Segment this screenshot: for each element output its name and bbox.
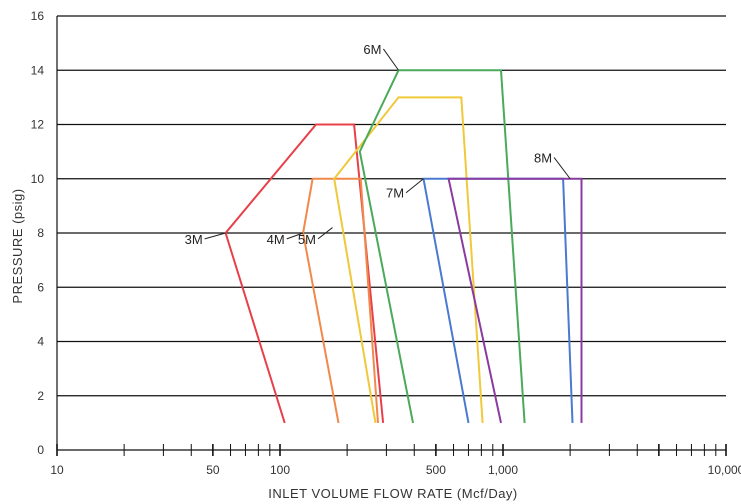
x-tick-label: 100 xyxy=(270,463,290,477)
annotation-leader xyxy=(317,227,333,240)
y-tick-label: 12 xyxy=(31,118,45,132)
x-tick-label: 500 xyxy=(426,463,446,477)
series-annotations: 3M 4M 5M 6M 7M 8M xyxy=(185,42,571,247)
grid-lines xyxy=(57,15,726,397)
series-label-8m: 8M xyxy=(534,150,552,165)
series-label-6m: 6M xyxy=(363,42,381,57)
x-tick-label: 1,000 xyxy=(488,463,518,477)
annotation-leader xyxy=(553,157,571,180)
series-line-7m xyxy=(422,177,574,424)
annotation-leader xyxy=(405,178,424,194)
x-axis-title: INLET VOLUME FLOW RATE (Mcf/Day) xyxy=(268,486,518,501)
series-label-3m: 3M xyxy=(185,232,203,247)
annotation-leader xyxy=(383,48,399,71)
series-label-5m: 5M xyxy=(298,232,316,247)
y-tick-label: 0 xyxy=(37,443,44,457)
series-line-8m xyxy=(447,177,583,424)
series-label-4m: 4M xyxy=(267,232,285,247)
axes xyxy=(56,16,726,451)
y-tick-label: 4 xyxy=(37,335,44,349)
annotation-leader xyxy=(204,232,226,240)
series-line-4m xyxy=(302,177,379,424)
y-tick-label: 14 xyxy=(31,63,45,77)
series-label-7m: 7M xyxy=(386,186,404,201)
y-axis-title: PRESSURE (psig) xyxy=(10,188,25,303)
x-tick-label: 50 xyxy=(206,463,220,477)
y-tick-label: 10 xyxy=(31,172,45,186)
series-line-5m xyxy=(333,96,484,424)
y-tick-label: 2 xyxy=(37,389,44,403)
x-tick-label: 10,000 xyxy=(708,463,741,477)
y-tick-labels: 0 2 4 6 8 10 12 14 16 xyxy=(31,9,45,457)
series-line-3m xyxy=(224,123,385,424)
x-axis-ticks: 10 50 100 500 1,000 10,000 xyxy=(50,444,741,477)
x-tick-label: 10 xyxy=(50,463,64,477)
annotation-leader xyxy=(286,232,304,240)
y-tick-label: 6 xyxy=(37,280,44,294)
series-line-6m xyxy=(358,69,526,424)
y-tick-label: 16 xyxy=(31,9,45,23)
y-tick-label: 8 xyxy=(37,226,44,240)
series-lines xyxy=(224,69,583,424)
